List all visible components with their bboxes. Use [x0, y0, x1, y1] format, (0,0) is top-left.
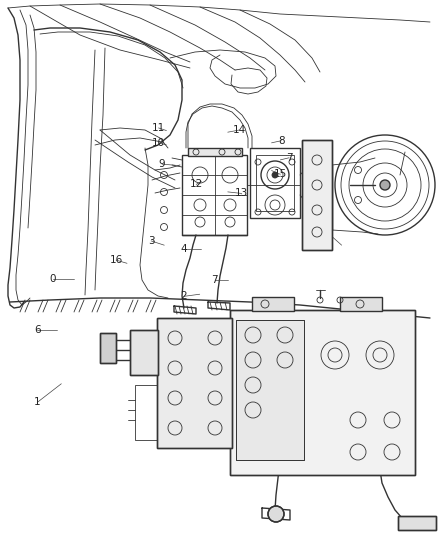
Text: 12: 12 [190, 180, 203, 189]
Text: 5: 5 [325, 229, 332, 238]
Text: 9: 9 [159, 159, 166, 169]
Text: 2: 2 [180, 292, 187, 301]
Bar [230, 310, 415, 475]
Text: 0: 0 [49, 274, 56, 284]
Bar [182, 155, 247, 235]
Text: 14: 14 [233, 125, 246, 135]
Text: 10: 10 [152, 138, 165, 148]
Text: 1: 1 [34, 398, 41, 407]
Text: 15: 15 [274, 169, 287, 179]
Circle shape [272, 172, 278, 178]
Bar [188, 148, 242, 156]
Bar [157, 318, 232, 448]
Bar [230, 310, 415, 475]
Circle shape [380, 180, 390, 190]
Text: 6: 6 [34, 326, 41, 335]
Bar [340, 297, 382, 311]
Text: 7: 7 [286, 153, 293, 163]
Bar [302, 140, 332, 250]
Text: 3: 3 [148, 236, 155, 246]
Text: 16: 16 [110, 255, 123, 265]
Text: 11: 11 [152, 123, 165, 133]
Text: 7: 7 [211, 275, 218, 285]
Text: 8: 8 [278, 136, 285, 146]
Bar [252, 297, 294, 311]
Text: 13: 13 [235, 189, 248, 198]
Bar [236, 320, 304, 460]
Bar [100, 333, 116, 363]
Bar [398, 516, 436, 530]
Text: 4: 4 [180, 245, 187, 254]
Bar [250, 148, 300, 218]
Bar [398, 516, 436, 530]
Circle shape [268, 506, 284, 522]
Bar [256, 155, 294, 211]
Bar [302, 140, 332, 250]
Bar [135, 385, 157, 440]
Bar [157, 318, 232, 448]
Bar [130, 330, 158, 375]
Bar [236, 320, 304, 460]
Bar [100, 333, 116, 363]
Bar [130, 330, 158, 375]
